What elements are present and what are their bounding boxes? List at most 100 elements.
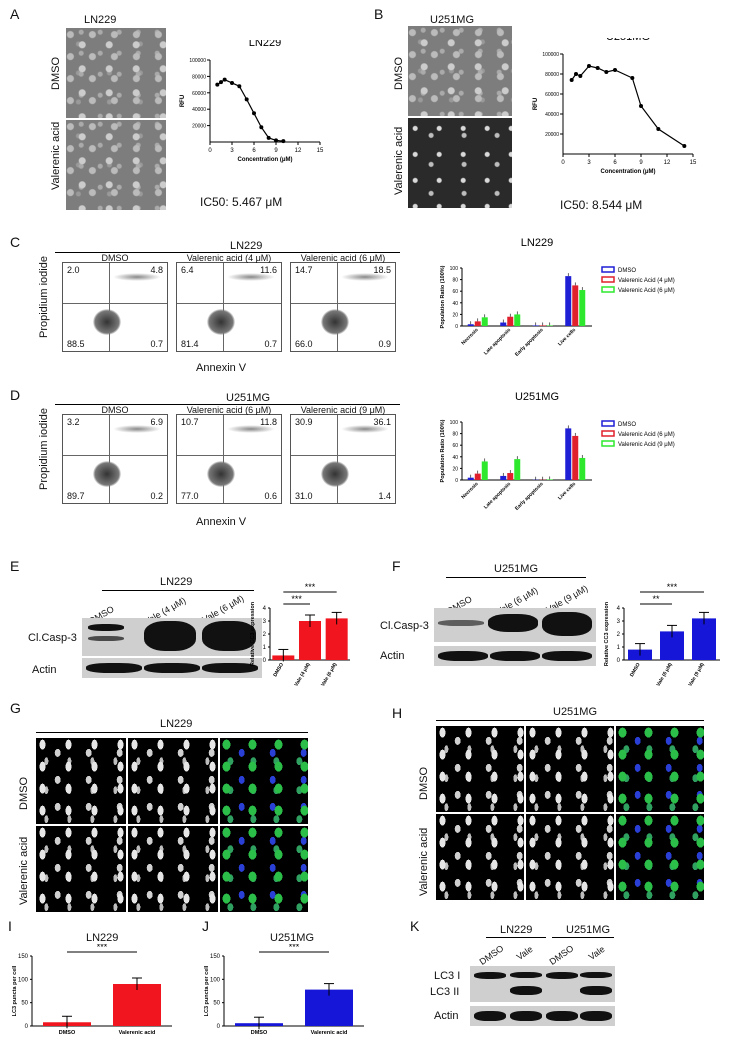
panel-h-bracket (436, 720, 704, 721)
panel-letter-f: F (392, 558, 401, 574)
flow-plot-name: Valerenic acid (4 μM) (186, 253, 272, 263)
legend-label: DMSO (618, 422, 636, 428)
panel-e-row1: Cl.Casp-3 (28, 632, 77, 644)
x-tick-label: 0 (208, 148, 212, 154)
panel-c-y-label: Propidium iodide (38, 256, 50, 338)
chart-b-ic50: U251MG 20000 40000 60000 80000 100000 0 3 6 9 12 15… (533, 38, 697, 175)
ln229-dmso-lc3 (36, 738, 126, 824)
quadrant-value: 30.9 (295, 417, 313, 427)
x-tick-label: 3 (587, 160, 591, 166)
data-point (613, 68, 617, 72)
category-label: Valerenic acid (119, 1030, 156, 1036)
category-label: Necrosis (460, 327, 479, 346)
panel-letter-g: G (10, 700, 21, 716)
panel-a-row-valerenic: Valerenic acid (50, 121, 62, 190)
category-label: Vale (9 μM) (687, 662, 705, 688)
y-tick-label: 20000 (545, 132, 559, 138)
flow-plot: DMSO 3.2 6.9 89.7 0.2 (62, 405, 168, 504)
legend-label: DMSO (618, 268, 636, 274)
bar (305, 989, 353, 1026)
bar (692, 618, 716, 660)
data-point (230, 80, 234, 85)
data-point (219, 80, 223, 85)
ln229-vale-merge (220, 826, 308, 912)
panel-letter-k: K (410, 918, 420, 934)
u251-dmso-dapi (526, 726, 614, 812)
flow-plot: Valerenic acid (4 μM) 6.4 11.6 81.4 0.7 (176, 253, 282, 352)
bar (467, 477, 474, 480)
panel-b-ic50: IC50: 8.544 μM (560, 198, 643, 212)
panel-k-lane-3: DMSO (547, 943, 576, 967)
y-tick-label: 0 (455, 324, 458, 330)
panel-a-title: LN229 (84, 14, 117, 26)
flow-plot-name: Valerenic acid (6 μM) (186, 405, 272, 415)
legend-swatch (601, 440, 615, 447)
category-label: Live cells (557, 481, 577, 501)
quadrant-value: 6.9 (150, 417, 163, 427)
sig-label: *** (97, 944, 108, 952)
chart-f-bar: 0 1 2 3 4 Relative CC3 expression DMSO Vale (6 … (604, 582, 720, 688)
bar (565, 428, 572, 480)
bar (514, 314, 521, 326)
bar (474, 473, 481, 480)
y-tick-label: 100 (450, 420, 459, 426)
bar (572, 285, 579, 326)
x-tick-label: 6 (613, 160, 617, 166)
y-tick-label: 1 (263, 645, 267, 651)
flow-plot-name: DMSO (101, 253, 129, 263)
bar (481, 317, 488, 326)
flow-plot: Valerenic acid (6 μM) 14.7 18.5 66.0 0.9 (290, 253, 396, 352)
panel-b-title: U251MG (430, 14, 475, 26)
sig-label: *** (291, 594, 302, 604)
category-label: Vale (6 μM) (655, 662, 673, 688)
data-point (244, 97, 249, 102)
x-tick-label: 0 (561, 160, 565, 166)
quadrant-value: 6.4 (181, 265, 194, 275)
y-tick-label: 80000 (192, 74, 206, 80)
y-tick-label: 100 (450, 266, 459, 272)
bar (539, 325, 546, 326)
panel-f-bracket (446, 577, 586, 578)
y-tick-label: 20000 (192, 124, 206, 130)
y-tick-label: 20 (452, 466, 458, 472)
panel-k-lane-4: Vale (586, 943, 607, 963)
curve-title: LN229 (249, 40, 281, 49)
quadrant-value: 88.5 (67, 339, 85, 349)
panel-f-row2: Actin (380, 650, 405, 662)
quadrant-value: 77.0 (181, 491, 199, 501)
quadrant-value: 81.4 (181, 339, 199, 349)
panel-f-blot-cc3 (434, 608, 596, 642)
u251-valerenic-micrograph (408, 118, 512, 208)
panel-h-row-valerenic: Valerenic acid (418, 827, 430, 896)
x-axis-label: Concentration (μM) (601, 169, 656, 175)
panel-e-row2: Actin (32, 664, 57, 676)
panel-d-x-label: Annexin V (196, 516, 247, 528)
quadrant-value: 1.4 (378, 491, 391, 501)
category-label: Vale (4 μM) (293, 662, 311, 688)
panel-k-row2: LC3 II (430, 986, 460, 998)
data-point (222, 77, 227, 82)
ln229-dmso-micrograph (66, 28, 166, 118)
category-label: DMSO (251, 1030, 268, 1036)
y-tick-label: 4 (263, 606, 267, 612)
quadrant-value: 89.7 (67, 491, 85, 501)
y-tick-label: 4 (617, 606, 621, 612)
sig-label: *** (667, 582, 678, 592)
category-label: Late apoptosis (483, 481, 512, 510)
data-point (682, 144, 687, 148)
y-tick-label: 0 (217, 1024, 221, 1030)
panel-letter-d: D (10, 387, 21, 403)
panel-k-blot-actin (470, 1006, 615, 1026)
y-tick-label: 100 (210, 977, 221, 983)
bar (514, 459, 521, 480)
y-tick-label: 2 (263, 632, 267, 638)
category-label: Early apoptosis (514, 481, 545, 512)
data-point (215, 82, 220, 87)
panel-b-row-dmso: DMSO (393, 57, 405, 90)
quadrant-value: 2.0 (67, 265, 80, 275)
data-point (266, 135, 271, 140)
panel-g-row-valerenic: Valerenic acid (18, 836, 30, 905)
y-tick-label: 40 (452, 301, 458, 307)
u251-vale-merge (616, 814, 704, 900)
